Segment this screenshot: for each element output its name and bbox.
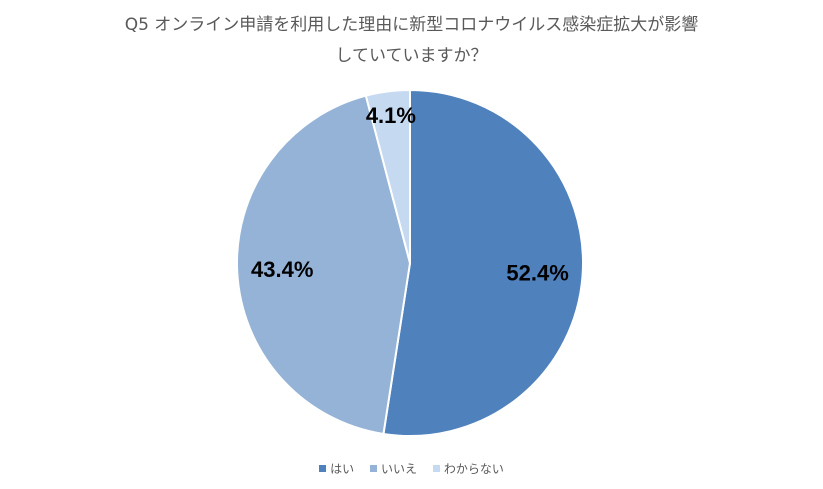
chart-title-line-1: Q5 オンライン申請を利用した理由に新型コロナウイルス感染症拡大が影響: [124, 15, 699, 35]
legend-item-yes: はい: [319, 460, 354, 477]
data-label-unknown: 4.1%: [366, 103, 416, 128]
legend-label-no: いいえ: [380, 462, 417, 476]
slice-unknown: [364, 88, 411, 264]
legend: はい いいえ わからない: [0, 460, 823, 477]
slice-yes: [382, 88, 584, 437]
legend-item-no: いいえ: [369, 460, 417, 477]
legend-swatch-yes: [319, 465, 327, 472]
legend-item-unknown: わからない: [432, 460, 504, 477]
pie-data-labels: 52.4% 43.4% 4.1%: [251, 103, 569, 285]
legend-label-unknown: わからない: [443, 462, 504, 476]
data-label-no: 43.4%: [251, 257, 313, 282]
data-label-yes: 52.4%: [506, 260, 568, 285]
pie-slices: [236, 88, 584, 437]
legend-label-yes: はい: [330, 462, 355, 476]
chart-title: Q5 オンライン申請を利用した理由に新型コロナウイルス感染症拡大が影響 していて…: [0, 10, 823, 72]
legend-swatch-unknown: [432, 465, 440, 472]
legend-swatch-no: [369, 465, 377, 472]
slice-no: [236, 94, 412, 436]
chart-title-line-2: していていますか？: [335, 46, 488, 66]
